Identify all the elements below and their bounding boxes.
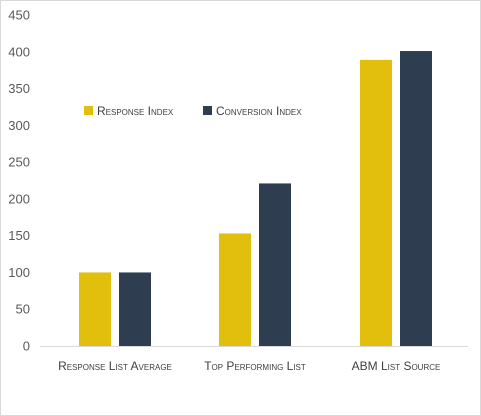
y-tick-label: 100: [8, 265, 30, 280]
legend-label: Response Index: [97, 104, 174, 118]
y-axis: 0 50 100 150 200 250 300 350 400 450: [8, 8, 30, 354]
x-axis-labels: Response List Average Top Performing List…: [58, 359, 440, 373]
y-tick-label: 450: [8, 8, 30, 23]
bar-conversion-index-2: [400, 51, 432, 346]
y-tick-label: 250: [8, 155, 30, 170]
legend: Response Index Conversion Index: [84, 104, 302, 118]
y-tick-label: 200: [8, 191, 30, 206]
bar-response-index-0: [79, 272, 111, 346]
legend-swatch: [84, 106, 93, 115]
y-tick-label: 300: [8, 118, 30, 133]
bar-conversion-index-1: [259, 183, 291, 346]
y-tick-label: 150: [8, 228, 30, 243]
y-tick-label: 400: [8, 44, 30, 59]
y-tick-label: 350: [8, 81, 30, 96]
x-category-label: ABM List Source: [352, 359, 441, 373]
bars: [79, 51, 432, 346]
bar-response-index-1: [219, 233, 251, 346]
y-tick-label: 50: [16, 302, 30, 317]
y-tick-label: 0: [23, 339, 30, 354]
x-category-label: Response List Average: [58, 359, 172, 373]
bar-conversion-index-0: [119, 272, 151, 346]
x-category-label: Top Performing List: [204, 359, 306, 373]
bar-response-index-2: [360, 59, 392, 346]
legend-label: Conversion Index: [216, 104, 302, 118]
legend-swatch: [203, 106, 212, 115]
